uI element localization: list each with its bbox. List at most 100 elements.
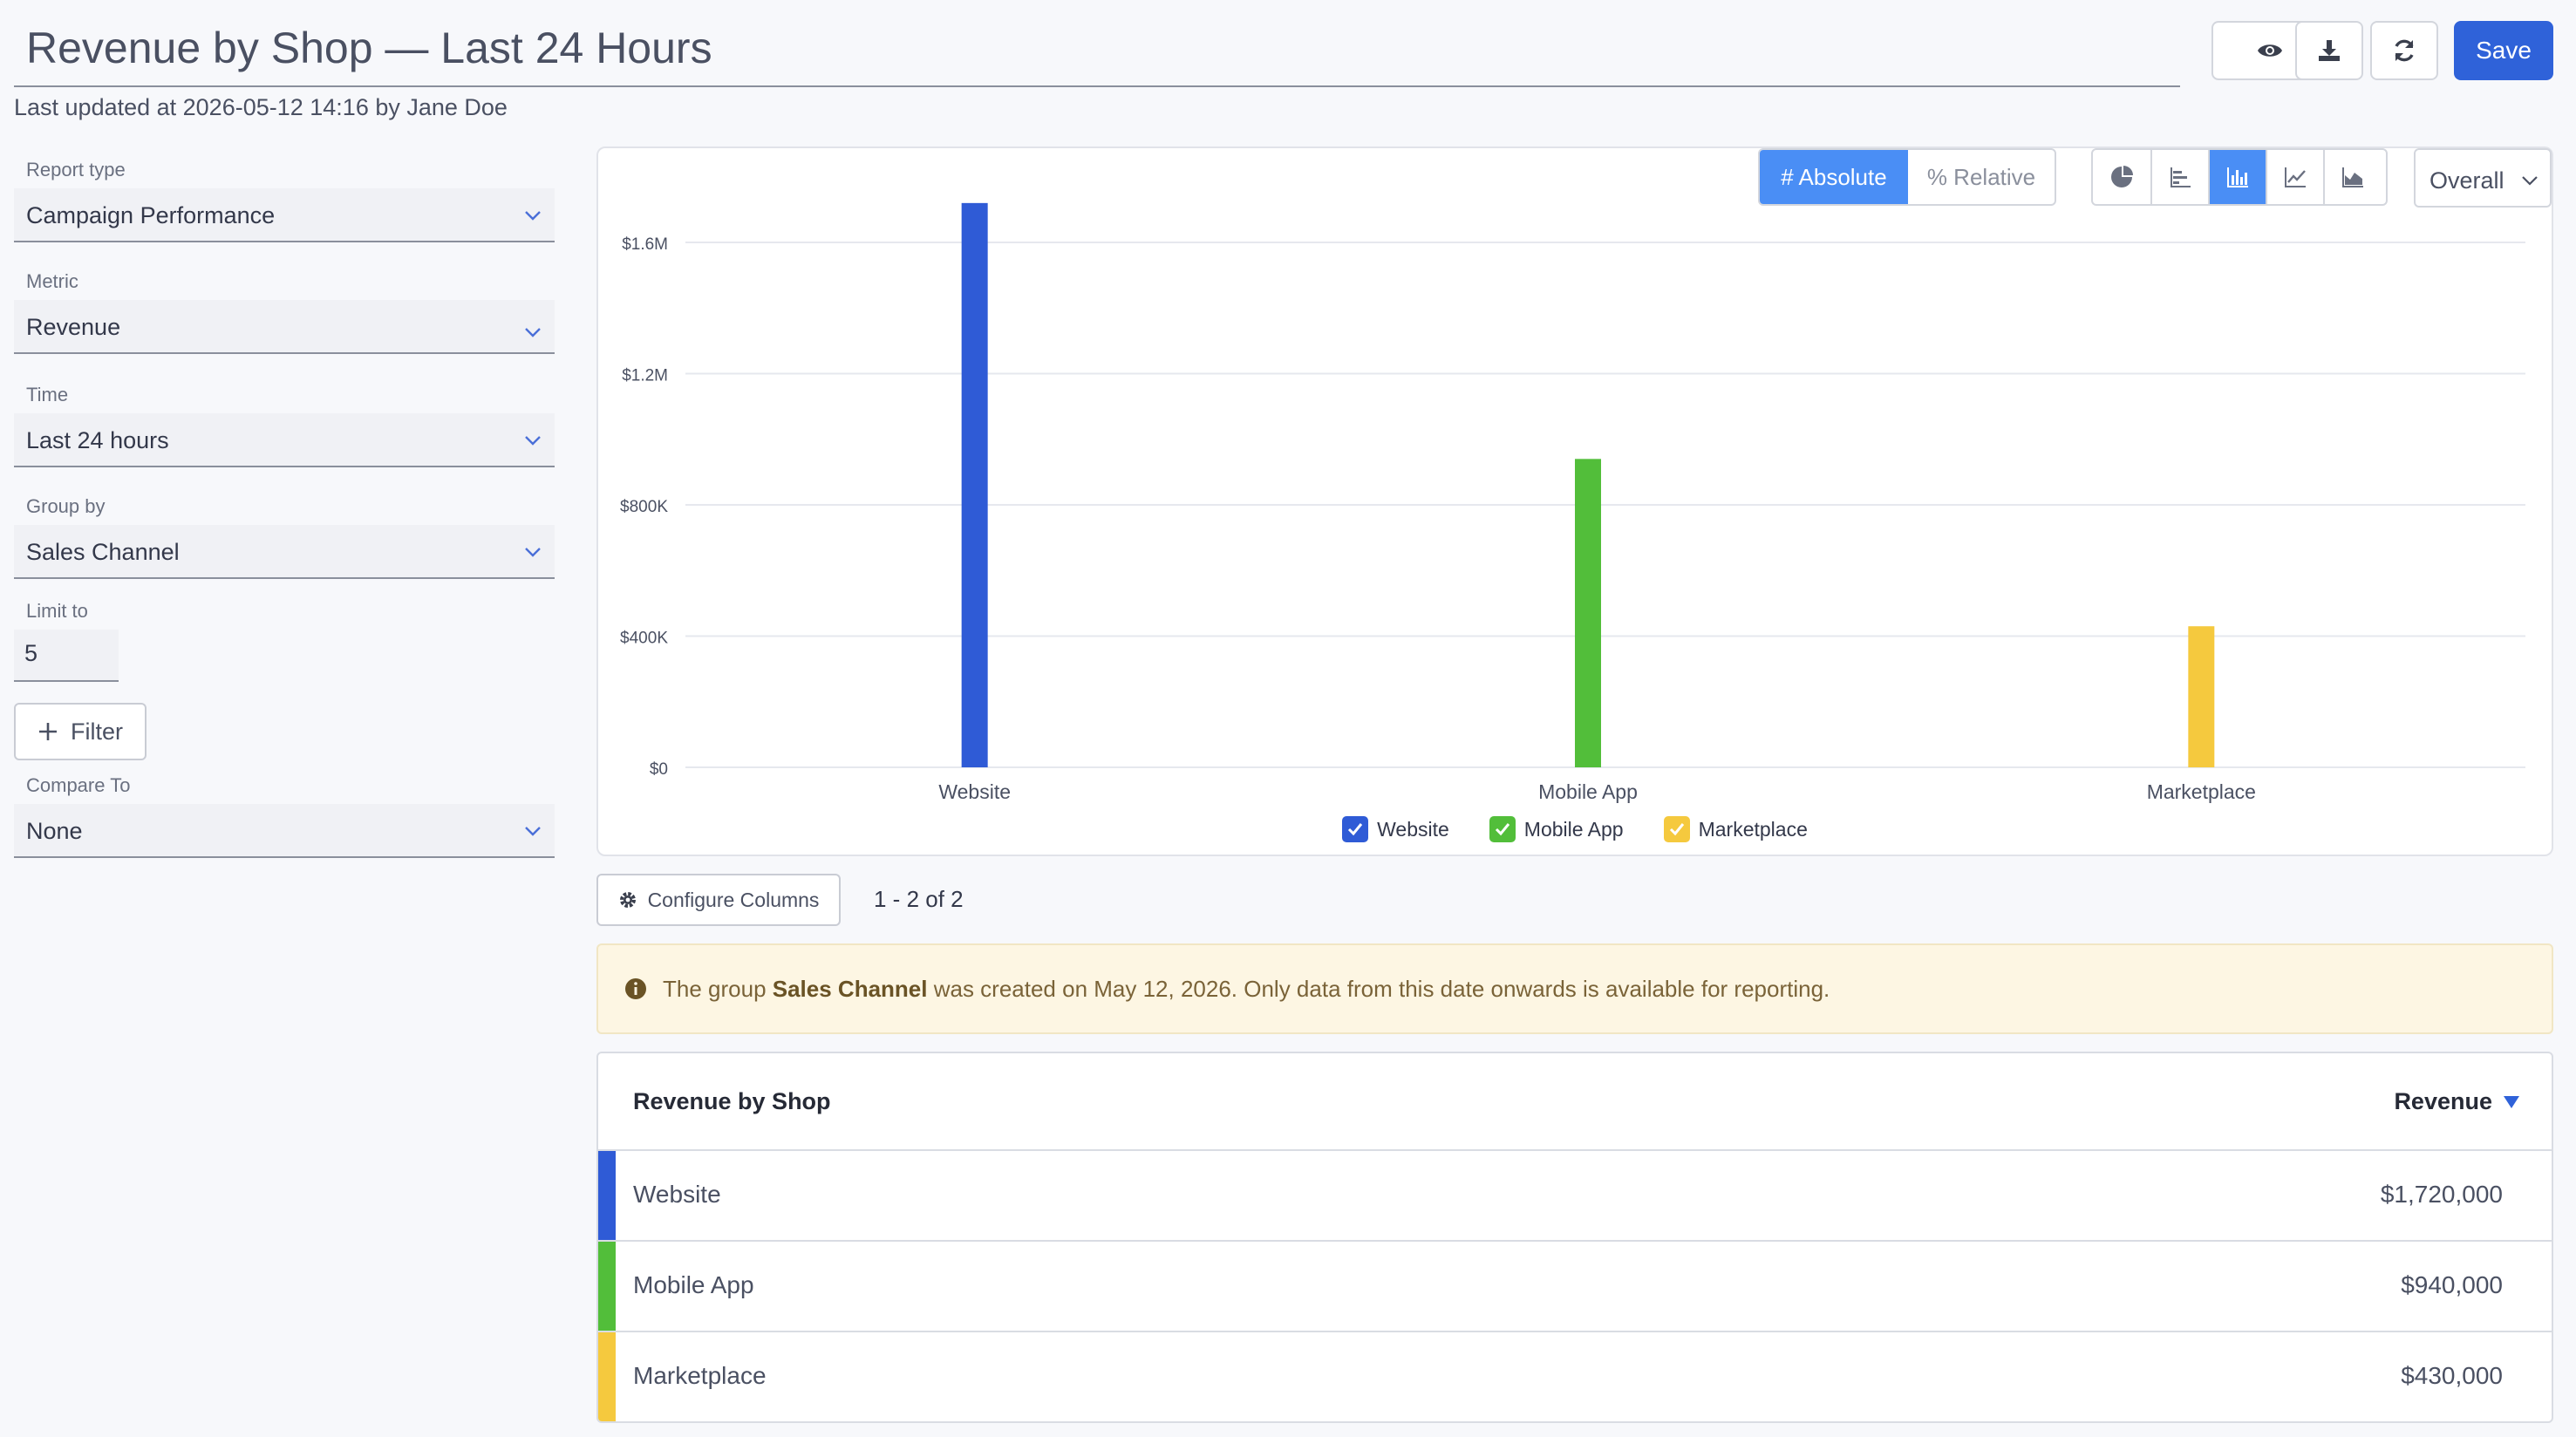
x-tick-label: Marketplace <box>2147 780 2256 803</box>
legend-label: Marketplace <box>1698 817 1808 841</box>
title-field[interactable]: Revenue by Shop — Last 24 Hours <box>14 14 2180 87</box>
overall-select[interactable]: Overall <box>2414 148 2552 208</box>
compare-label: Compare To <box>26 774 131 796</box>
limit-label: Limit to <box>26 600 88 622</box>
legend-item[interactable]: Marketplace <box>1663 816 1808 842</box>
area-chart-icon <box>2342 167 2363 187</box>
chevron-down-icon <box>2522 176 2538 186</box>
bar-marketplace[interactable] <box>2188 626 2215 767</box>
time-value: Last 24 hours <box>26 427 169 453</box>
legend-label: Mobile App <box>1523 817 1624 841</box>
absolute-option[interactable]: # Absolute <box>1760 150 1908 204</box>
table-header: Revenue by Shop Revenue <box>598 1053 2552 1151</box>
notice-text-pre: The group <box>663 975 773 1002</box>
chart-type-line[interactable] <box>2266 150 2323 204</box>
chart-type-area[interactable] <box>2323 150 2381 204</box>
y-tick-label: $400K <box>620 630 668 648</box>
metric-label: Metric <box>26 270 78 292</box>
filter-label: Filter <box>71 718 123 745</box>
row-revenue: $1,720,000 <box>2380 1181 2503 1208</box>
checkbox-checked-icon[interactable] <box>1663 816 1690 842</box>
results-table: Revenue by Shop Revenue Website $1,720,0… <box>596 1052 2553 1423</box>
configure-columns-button[interactable]: Configure Columns <box>596 874 841 926</box>
y-tick-label: $1.6M <box>622 235 668 254</box>
sort-descending-icon <box>2504 1095 2519 1108</box>
x-tick-label: Mobile App <box>1538 780 1638 803</box>
report-type-select[interactable]: Campaign Performance <box>14 188 555 242</box>
row-revenue: $940,000 <box>2401 1271 2503 1298</box>
group-by-select[interactable]: Sales Channel <box>14 525 555 579</box>
time-label: Time <box>26 384 69 405</box>
chart-card: # Absolute % Relative <box>596 146 2553 856</box>
legend-item[interactable]: Website <box>1342 816 1449 842</box>
chart-type-vertical-bar[interactable] <box>2208 150 2266 204</box>
row-shop: Website <box>633 1181 721 1208</box>
chevron-down-icon <box>525 827 541 836</box>
vertical-bar-icon <box>2227 167 2248 187</box>
page-title[interactable]: Revenue by Shop — Last 24 Hours <box>26 24 712 72</box>
y-tick-label: $0 <box>650 760 668 779</box>
metric-value: Revenue <box>26 314 121 340</box>
bar-mobile-app[interactable] <box>1575 459 1601 767</box>
legend-label: Website <box>1377 817 1449 841</box>
metric-select[interactable]: Revenue <box>14 300 555 354</box>
table-row[interactable]: Mobile App $940,000 <box>598 1242 2552 1332</box>
legend-item[interactable]: Mobile App <box>1489 816 1624 842</box>
table-row[interactable]: Marketplace $430,000 <box>598 1332 2552 1421</box>
column-header-revenue-label: Revenue <box>2394 1088 2492 1114</box>
info-notice: The group Sales Channel was created on M… <box>596 943 2553 1034</box>
eye-icon <box>2258 44 2282 57</box>
notice-group-name: Sales Channel <box>772 975 928 1002</box>
compare-value: None <box>26 818 83 844</box>
refresh-button[interactable] <box>2370 21 2438 80</box>
horizontal-bar-icon <box>2171 167 2191 187</box>
save-button[interactable]: Save <box>2454 21 2553 80</box>
add-filter-button[interactable]: Filter <box>14 703 147 760</box>
refresh-icon <box>2395 39 2414 62</box>
group-by-value: Sales Channel <box>26 539 180 565</box>
chart-type-pie[interactable] <box>2093 150 2150 204</box>
row-shop: Marketplace <box>633 1362 767 1389</box>
chevron-down-icon <box>525 211 541 221</box>
chevron-down-icon <box>525 436 541 446</box>
plus-icon <box>39 723 57 740</box>
chart-type-horizontal-bar[interactable] <box>2150 150 2208 204</box>
bar-chart: $0 $400K $800K $1.2M $1.6M Website Mobile App… <box>620 202 2525 803</box>
report-type-label: Report type <box>26 159 126 180</box>
chevron-down-icon <box>525 328 541 337</box>
bar-website[interactable] <box>961 202 988 768</box>
chart-legend: Website Mobile App Marketplace <box>598 816 2552 842</box>
pie-chart-icon <box>2111 166 2133 187</box>
overall-value: Overall <box>2429 167 2504 194</box>
table-row[interactable]: Website $1,720,000 <box>598 1151 2552 1242</box>
compare-select[interactable]: None <box>14 804 555 858</box>
gear-icon <box>619 892 636 908</box>
time-select[interactable]: Last 24 hours <box>14 413 555 467</box>
download-icon <box>2319 40 2340 61</box>
chart-type-toggle <box>2091 148 2388 206</box>
limit-input[interactable]: 5 <box>14 630 119 682</box>
relative-option[interactable]: % Relative <box>1926 163 2036 190</box>
value-mode-toggle: # Absolute % Relative <box>1758 148 2056 206</box>
column-header-revenue[interactable]: Revenue <box>2394 1088 2520 1115</box>
row-color-bar <box>598 1242 616 1331</box>
group-by-label: Group by <box>26 495 106 517</box>
report-type-value: Campaign Performance <box>26 202 276 228</box>
configure-columns-label: Configure Columns <box>647 888 820 911</box>
notice-text-post: was created on May 12, 2026. Only data f… <box>927 975 1830 1002</box>
report-type-field: Report type Campaign Performance <box>14 159 555 242</box>
x-tick-label: Website <box>938 780 1011 803</box>
download-button[interactable] <box>2295 21 2363 80</box>
group-by-field: Group by Sales Channel <box>14 495 555 579</box>
checkbox-checked-icon[interactable] <box>1489 816 1516 842</box>
column-header-shop[interactable]: Revenue by Shop <box>633 1088 831 1114</box>
y-tick-label: $800K <box>620 498 668 516</box>
chevron-down-icon <box>525 548 541 557</box>
y-tick-label: $1.2M <box>622 367 668 385</box>
row-revenue: $430,000 <box>2401 1362 2503 1389</box>
compare-field: Compare To None <box>14 774 555 858</box>
limit-value: 5 <box>24 640 38 666</box>
row-color-bar <box>598 1332 616 1421</box>
checkbox-checked-icon[interactable] <box>1342 816 1369 842</box>
notice-text: The group Sales Channel was created on M… <box>663 976 1830 1003</box>
